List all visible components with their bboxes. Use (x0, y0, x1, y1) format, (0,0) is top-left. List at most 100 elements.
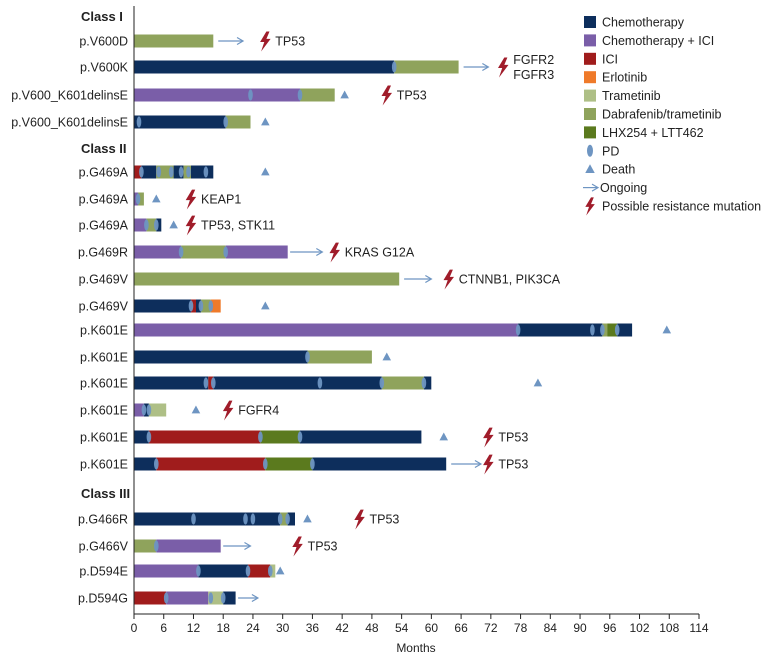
bar-segment-chemo (198, 564, 248, 578)
resistance-bolt-icon (483, 454, 494, 475)
resistance-mutation-line: TP53 (370, 513, 400, 527)
x-tick-label: 84 (544, 621, 558, 635)
bar-segment-chemo (173, 165, 184, 179)
pd-marker (258, 431, 263, 443)
resistance-mutation-line: FGFR2 (513, 53, 554, 67)
bar-segment-ici (191, 299, 196, 313)
pd-marker (211, 377, 216, 389)
bar-segment-chemo_ici (134, 218, 147, 232)
legend-item-chemo_ici: Chemotherapy + ICI (584, 34, 714, 48)
legend-item-ici: ICI (584, 52, 618, 66)
x-tick-label: 42 (335, 621, 349, 635)
legend-item-resistance: Possible resistance mutation (585, 197, 761, 216)
death-marker (340, 90, 349, 99)
patient-label: p.V600K (80, 61, 129, 75)
resistance-bolt-icon (292, 536, 303, 557)
pd-marker (163, 592, 169, 604)
patient-label: p.G469A (79, 219, 129, 233)
pd-marker (154, 219, 159, 231)
bar-segment-dabtram (300, 88, 335, 102)
death-marker (261, 301, 270, 310)
death-marker (439, 432, 449, 441)
patient-label: p.K601E (80, 404, 128, 418)
bar-segment-chemo_ici (156, 539, 221, 553)
resistance-mutation-line: TP53 (498, 458, 528, 472)
legend-swatch (584, 126, 596, 139)
patient-label: p.G469A (79, 166, 129, 180)
x-tick-label: 36 (306, 621, 320, 635)
bar-segment-ici (148, 430, 261, 444)
bar-segment-dabtram (200, 299, 211, 313)
legend-death-marker (585, 164, 595, 173)
legend-swatch (584, 16, 596, 28)
patient-label: p.V600_K601delinsE (11, 89, 128, 103)
resistance-mutation-label: KRAS G12A (345, 246, 415, 260)
resistance-mutation-line: TP53, STK11 (201, 219, 275, 233)
patient-row: p.V600D TP53 (79, 31, 305, 52)
patient-row: p.K601E FGFR4 (80, 400, 279, 421)
patient-label: p.D594G (78, 592, 128, 606)
x-tick-label: 12 (187, 621, 201, 635)
death-marker (152, 194, 161, 203)
ongoing-arrow-head (251, 593, 260, 603)
patient-label: p.G466V (79, 540, 129, 554)
pd-marker (139, 166, 144, 178)
patient-label: p.G466R (78, 513, 128, 527)
patient-row: p.V600K FGFR2 FGFR3 (80, 53, 554, 82)
x-tick-label: 30 (276, 621, 290, 635)
pd-marker (297, 431, 303, 443)
bar-segment-chemo_ici (134, 564, 199, 578)
legend-label: Ongoing (600, 181, 647, 195)
bar-segment-ici (134, 591, 167, 605)
bar-segment-lhx (607, 323, 618, 337)
bar-segment-chemo (423, 376, 432, 390)
bar-segment-chemo_ici (134, 323, 519, 337)
resistance-mutation-line: TP53 (275, 35, 305, 49)
bar-segment-chemo_ici (134, 403, 144, 417)
patient-label: p.V600_K601delinsE (11, 116, 128, 130)
bar-segment-ici (156, 457, 266, 471)
x-tick-label: 90 (573, 621, 587, 635)
pd-marker (168, 166, 174, 178)
bar-segment-chemo (617, 323, 633, 337)
resistance-mutation-label: TP53, STK11 (201, 219, 275, 233)
pd-marker (223, 116, 228, 128)
bar-segment-chemo (196, 299, 201, 313)
legend-swatch (584, 34, 596, 47)
bar-segment-dabtram (146, 218, 157, 232)
pd-marker (186, 166, 191, 178)
bar-segment-chemo (143, 403, 149, 417)
pd-marker (248, 89, 253, 101)
patient-row: p.G469R KRAS G12A (78, 242, 415, 263)
bar-segment-chemo (134, 376, 209, 390)
patient-row: p.G469A KEAP1 (79, 189, 241, 210)
bar-segment-chemo_ici (134, 88, 300, 102)
bar-segment-dabtram (181, 245, 226, 259)
bar-segment-ici (248, 564, 271, 578)
death-marker (275, 566, 285, 575)
death-marker (533, 378, 543, 387)
resistance-mutation-line: KEAP1 (201, 193, 241, 207)
patient-row: p.D594E (79, 564, 285, 579)
patient-row: p.V600_K601delinsE (11, 115, 270, 130)
pd-marker (191, 513, 196, 525)
resistance-bolt-icon (443, 269, 454, 290)
resistance-mutation-line: TP53 (498, 431, 528, 445)
class-header: Class III (81, 486, 130, 501)
resistance-mutation-line: TP53 (397, 89, 427, 103)
legend-item-trametinib: Trametinib (584, 89, 661, 103)
resistance-mutation-line: KRAS G12A (345, 246, 415, 260)
death-marker (169, 220, 178, 229)
bar-segment-chemo (141, 165, 157, 179)
resistance-bolt-icon (185, 215, 197, 236)
resistance-bolt-icon (354, 509, 365, 530)
x-tick-label: 0 (131, 621, 138, 635)
legend-item-death: Death (585, 163, 635, 177)
resistance-mutation-line: FGFR3 (513, 68, 554, 82)
bar-segment-chemo (223, 591, 236, 605)
bar-segment-chemo_ici (166, 591, 209, 605)
pd-marker (391, 61, 397, 73)
x-tick-label: 54 (395, 621, 409, 635)
pd-marker (146, 431, 152, 443)
